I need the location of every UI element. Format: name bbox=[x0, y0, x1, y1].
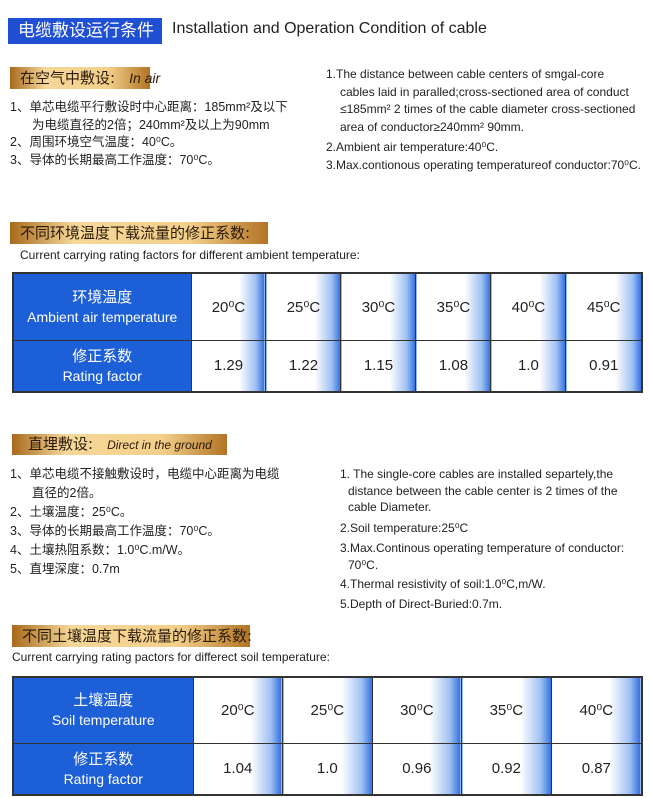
air-list-cn: 1、单芯电缆平行敷设时中心距离：185mm²及以下 为电缆直径的2倍；240mm… bbox=[10, 99, 288, 169]
list-item: 5、直埋深度：0.7m bbox=[10, 562, 120, 576]
list-item: 2.Ambient air temperature:40⁰C. bbox=[326, 140, 499, 154]
list-item: 1.The distance between cable centers of … bbox=[326, 67, 605, 81]
factor-cell: 1.0 bbox=[490, 339, 567, 393]
factor-cell: 1.0 bbox=[282, 742, 373, 796]
temp-cell: 45⁰C bbox=[565, 272, 643, 341]
ground-list-cn: 1、单芯电缆不接触敷设时，电缆中心距离为电缆 直径的2倍。 2、土壤温度：25⁰… bbox=[10, 465, 279, 579]
soil-table-subtitle: Current carrying rating pactors for diff… bbox=[12, 650, 330, 664]
list-item: 5.Depth of Direct-Buried:0.7m. bbox=[340, 596, 503, 611]
factor-cell: 0.96 bbox=[371, 742, 463, 796]
factor-cell: 1.29 bbox=[190, 339, 267, 393]
section-title-en: Installation and Operation Condition of … bbox=[172, 20, 487, 37]
list-item: 1、单芯电缆平行敷设时中心距离：185mm²及以下 bbox=[10, 100, 288, 114]
list-item: 4、土壤热阻系数：1.0⁰C.m/W。 bbox=[10, 543, 191, 557]
temp-cell: 30⁰C bbox=[340, 272, 417, 341]
air-rating-table: 环境温度 Ambient air temperature 20⁰C 25⁰C 30… bbox=[12, 272, 643, 393]
soil-table-badge: 不同土壤温度下载流量的修正系数: bbox=[12, 625, 252, 647]
temp-cell: 35⁰C bbox=[415, 272, 492, 341]
header-cell: 土壤温度 Soil temperature bbox=[12, 676, 194, 744]
factor-cell: 0.92 bbox=[461, 742, 552, 796]
factor-cell: 1.15 bbox=[340, 339, 417, 393]
list-item: ≤185mm² 2 times of the cable diameter cr… bbox=[340, 102, 636, 116]
factor-cell: 1.22 bbox=[265, 339, 342, 393]
header-cell: 修正系数 Rating factor bbox=[12, 742, 194, 796]
list-item: distance between the cable center is 2 t… bbox=[348, 483, 618, 498]
table-row: 环境温度 Ambient air temperature 20⁰C 25⁰C 30… bbox=[12, 272, 643, 341]
badge-cn: 在空气中敷设: bbox=[20, 69, 116, 87]
temp-cell: 20⁰C bbox=[190, 272, 267, 341]
soil-rating-table: 土壤温度 Soil temperature 20⁰C 25⁰C 30⁰C 35⁰C… bbox=[12, 676, 643, 796]
section-title-cn: 电缆敷设运行条件 bbox=[8, 18, 162, 44]
list-item: 为电缆直径的2倍；240mm²及以上为90mm bbox=[32, 117, 270, 132]
list-item: 1、单芯电缆不接触敷设时，电缆中心距离为电缆 bbox=[10, 467, 280, 481]
ground-badge: 直埋敷设: Direct in the ground bbox=[12, 434, 227, 455]
table-row: 修正系数 Rating factor 1.29 1.22 1.15 1.08 1.… bbox=[12, 339, 643, 393]
temp-cell: 25⁰C bbox=[282, 676, 373, 744]
list-item: 2、土壤温度：25⁰C。 bbox=[10, 505, 133, 519]
ground-list-en: 1. The single-core cables are installed … bbox=[340, 466, 624, 612]
list-item: 3、导体的长期最高工作温度：70⁰C。 bbox=[10, 152, 220, 167]
table-row: 修正系数 Rating factor 1.04 1.0 0.96 0.92 0.8… bbox=[12, 742, 643, 796]
list-item: area of conductor≥240mm² 90mm. bbox=[340, 119, 524, 134]
list-item: 3.Max.Continous operating temperature of… bbox=[340, 541, 625, 555]
list-item: 3、导体的长期最高工作温度：70⁰C。 bbox=[10, 524, 220, 538]
in-air-badge: 在空气中敷设: In air bbox=[10, 67, 160, 89]
air-table-badge: 不同环境温度下载流量的修正系数: bbox=[10, 222, 268, 244]
factor-cell: 1.04 bbox=[192, 742, 284, 796]
air-list-en: 1.The distance between cable centers of … bbox=[326, 66, 641, 174]
list-item: 70⁰C. bbox=[348, 557, 379, 572]
temp-cell: 30⁰C bbox=[371, 676, 463, 744]
air-table-subtitle: Current carrying rating factors for diff… bbox=[20, 248, 360, 262]
list-item: 2.Soil temperature:25⁰C bbox=[340, 520, 469, 535]
factor-cell: 1.08 bbox=[415, 339, 492, 393]
list-item: 1. The single-core cables are installed … bbox=[340, 467, 614, 481]
temp-cell: 35⁰C bbox=[461, 676, 552, 744]
temp-cell: 20⁰C bbox=[192, 676, 284, 744]
list-item: 2、周围环境空气温度：40⁰C。 bbox=[10, 135, 183, 149]
badge-en: Direct in the ground bbox=[107, 438, 212, 452]
list-item: 直径的2倍。 bbox=[32, 486, 102, 500]
list-item: cables laid in paralled;cross-sectioned … bbox=[340, 84, 629, 99]
factor-cell: 0.87 bbox=[550, 742, 643, 796]
badge-en: In air bbox=[129, 70, 161, 86]
factor-cell: 0.91 bbox=[565, 339, 643, 393]
list-item: 4.Thermal resistivity of soil:1.0⁰C,m/W. bbox=[340, 577, 546, 591]
header-cell: 修正系数 Rating factor bbox=[12, 339, 192, 393]
temp-cell: 40⁰C bbox=[550, 676, 643, 744]
temp-cell: 25⁰C bbox=[265, 272, 342, 341]
badge-cn: 直埋敷设: bbox=[28, 435, 94, 453]
list-item: 3.Max.contionous operating temperatureof… bbox=[326, 157, 641, 172]
table-row: 土壤温度 Soil temperature 20⁰C 25⁰C 30⁰C 35⁰C… bbox=[12, 676, 643, 744]
list-item: cable Diameter. bbox=[348, 500, 432, 514]
header-cell: 环境温度 Ambient air temperature bbox=[12, 272, 192, 341]
temp-cell: 40⁰C bbox=[490, 272, 567, 341]
